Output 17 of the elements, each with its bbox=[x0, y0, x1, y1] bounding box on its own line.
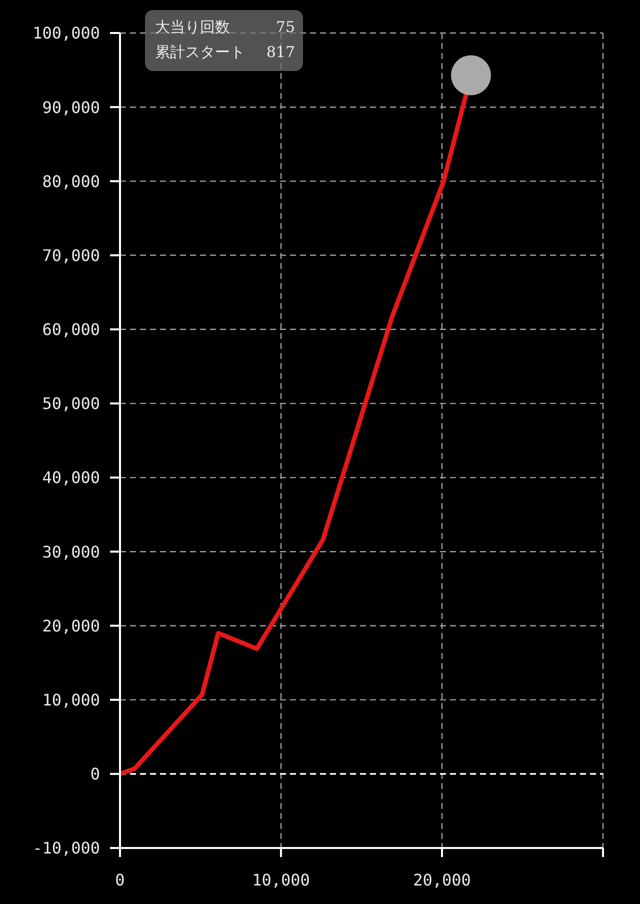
y-tick-label: 90,000 bbox=[42, 98, 100, 117]
x-tick-label: 0 bbox=[115, 870, 125, 890]
y-tick-label: 60,000 bbox=[42, 320, 100, 340]
y-tick-label: 0 bbox=[90, 764, 100, 784]
x-tick-label: 20,000 bbox=[413, 870, 471, 890]
y-tick-label: 40,000 bbox=[42, 468, 100, 488]
y-tick-label: 70,000 bbox=[42, 246, 100, 265]
y-tick-label: 30,000 bbox=[42, 542, 100, 562]
text: 累計スタート 817 bbox=[155, 43, 295, 61]
y-tick-label: 10,000 bbox=[42, 690, 100, 710]
y-tick-label: 100,000 bbox=[32, 24, 100, 43]
y-tick-label: 50,000 bbox=[42, 394, 100, 414]
x-tick-label: 10,000 bbox=[252, 870, 310, 890]
text: 大当り回数 75 bbox=[155, 18, 295, 36]
y-tick-label: 80,000 bbox=[42, 172, 100, 191]
y-tick-label: 20,000 bbox=[42, 616, 100, 636]
y-tick-label: -10,000 bbox=[32, 838, 100, 858]
